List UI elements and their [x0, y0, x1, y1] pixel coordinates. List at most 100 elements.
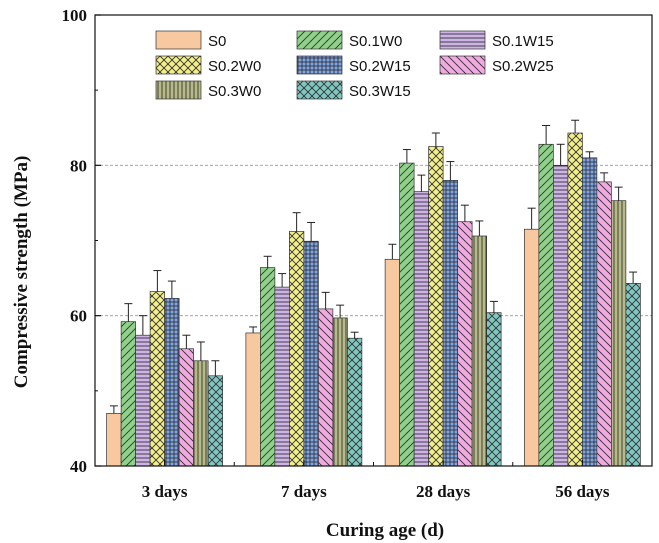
y-axis-label: Compressive strength (MPa) [11, 156, 32, 389]
legend-item-s0-2w15: S0.2W15 [296, 55, 411, 75]
bar-s0-2w25-28-days [457, 221, 473, 467]
error-bar-s0-3w0-28-days [475, 220, 484, 236]
error-bar-s0-3w15-56-days [629, 271, 638, 284]
legend-item-s0-3w15: S0.3W15 [296, 80, 411, 100]
bar-s0-2w25-7-days [318, 308, 334, 467]
error-bar-s0-2w25-28-days [460, 204, 469, 222]
error-bar-s0-2w25-3-days [182, 334, 191, 349]
tick-labels: 40 60 80 100 3 days 7 days 28 days 56 days [62, 6, 610, 501]
legend-item-s0: S0 [155, 30, 226, 50]
bar-s0-1w15-3-days [135, 334, 151, 467]
legend-item-s0-2w25: S0.2W25 [439, 55, 554, 75]
legend-label: S0 [208, 33, 226, 50]
legend-item-s0-3w0: S0.3W0 [155, 80, 261, 100]
legend-label: S0.2W0 [208, 58, 261, 75]
legend-swatch [439, 55, 486, 75]
error-bar-s0-2w15-28-days [446, 161, 455, 181]
legend-label: S0.3W0 [208, 83, 261, 100]
error-bar-s0-1w15-3-days [138, 315, 147, 336]
bar-s0-2w25-3-days [178, 348, 194, 467]
error-bar-s0-2w15-3-days [167, 280, 176, 299]
error-bar-s0-3-days [109, 405, 118, 414]
error-bar-s0-2w15-56-days [585, 151, 594, 158]
bar-s0-2w15-3-days [164, 298, 180, 467]
bar-s0-2w15-7-days [303, 240, 319, 467]
bar-s0-3w15-7-days [347, 337, 363, 467]
y-tick-label: 40 [70, 457, 87, 476]
bar-s0-3w15-56-days [625, 282, 641, 467]
legend: S0 S0.1W0 S0.1W15 S0.2W0 S0.2W15 S0.2W25 S0.3W… [155, 30, 554, 100]
legend-label: S0.2W25 [492, 58, 554, 75]
error-bar-s0-2w25-7-days [321, 291, 330, 309]
bar-s0-28-days [384, 258, 400, 467]
reference-lines [95, 164, 652, 317]
error-bar-s0-28-days [388, 243, 397, 260]
error-bar-s0-56-days [527, 207, 536, 230]
legend-label: S0.2W15 [349, 58, 411, 75]
legend-item-s0-1w0: S0.1W0 [296, 30, 402, 50]
error-bar-s0-3w15-7-days [350, 331, 359, 339]
legend-label: S0.1W0 [349, 33, 402, 50]
legend-swatch [296, 80, 343, 100]
bar-s0-2w15-28-days [442, 180, 458, 467]
x-tick-label: 7 days [281, 482, 327, 501]
bar-s0-3w0-56-days [611, 200, 627, 467]
error-bar-s0-3w0-56-days [614, 186, 623, 201]
bar-s0-1w0-3-days [120, 321, 136, 467]
legend-swatch [155, 55, 202, 75]
bar-s0-2w0-3-days [149, 291, 165, 467]
bar-s0-1w15-28-days [413, 191, 429, 467]
bar-s0-7-days [245, 332, 261, 467]
error-bar-s0-7-days [249, 326, 258, 333]
legend-label: S0.1W15 [492, 33, 554, 50]
y-tick-label: 60 [70, 307, 87, 326]
error-bar-s0-3w0-7-days [336, 304, 345, 318]
error-bar-s0-3w0-3-days [196, 341, 205, 361]
bar-s0-2w0-56-days [567, 132, 583, 467]
bar-s0-56-days [524, 228, 540, 467]
error-bar-s0-2w15-7-days [307, 221, 316, 242]
legend-swatch [155, 80, 202, 100]
legend-label: S0.3W15 [349, 83, 411, 100]
bar-s0-3w15-3-days [207, 375, 223, 467]
bar-s0-1w0-7-days [260, 267, 276, 467]
bar-s0-2w25-56-days [596, 181, 612, 467]
bar-s0-2w0-7-days [289, 231, 305, 467]
axes [94, 14, 653, 467]
error-bar-s0-1w0-28-days [402, 149, 411, 164]
y-tick-label: 80 [70, 156, 87, 175]
bar-s0-3-days [106, 413, 122, 467]
x-tick-label: 28 days [416, 482, 471, 501]
error-bar-s0-1w0-7-days [263, 255, 272, 268]
legend-swatch [155, 30, 202, 50]
error-bar-s0-1w0-3-days [124, 303, 133, 322]
bar-s0-1w15-7-days [274, 286, 290, 467]
y-tick-label: 100 [62, 6, 88, 25]
error-bar-s0-2w0-7-days [292, 212, 301, 232]
bars [106, 119, 641, 467]
legend-swatch [439, 30, 486, 50]
bar-s0-3w0-7-days [332, 317, 348, 467]
x-tick-label: 56 days [555, 482, 610, 501]
bar-s0-2w0-28-days [428, 146, 444, 467]
x-axis-label: Curing age (d) [326, 520, 444, 541]
legend-item-s0-1w15: S0.1W15 [439, 30, 554, 50]
bar-s0-3w0-28-days [471, 235, 487, 467]
error-bar-s0-3w15-28-days [489, 300, 498, 313]
x-tick-label: 3 days [142, 482, 188, 501]
error-bar-s0-2w0-3-days [153, 270, 162, 292]
bar-s0-1w15-56-days [553, 164, 569, 467]
bar-s0-1w0-56-days [538, 143, 554, 467]
bar-s0-1w0-28-days [399, 162, 415, 467]
bar-s0-3w15-28-days [486, 312, 502, 467]
legend-item-s0-2w0: S0.2W0 [155, 55, 261, 75]
error-bar-s0-3w15-3-days [211, 360, 220, 376]
bar-s0-3w0-3-days [193, 360, 209, 467]
legend-swatch [296, 55, 343, 75]
error-bar-s0-2w25-56-days [600, 172, 609, 182]
bar-s0-2w15-56-days [582, 157, 598, 467]
error-bar-s0-1w15-28-days [417, 174, 426, 192]
error-bar-s0-1w15-56-days [556, 143, 565, 166]
legend-swatch [296, 30, 343, 50]
